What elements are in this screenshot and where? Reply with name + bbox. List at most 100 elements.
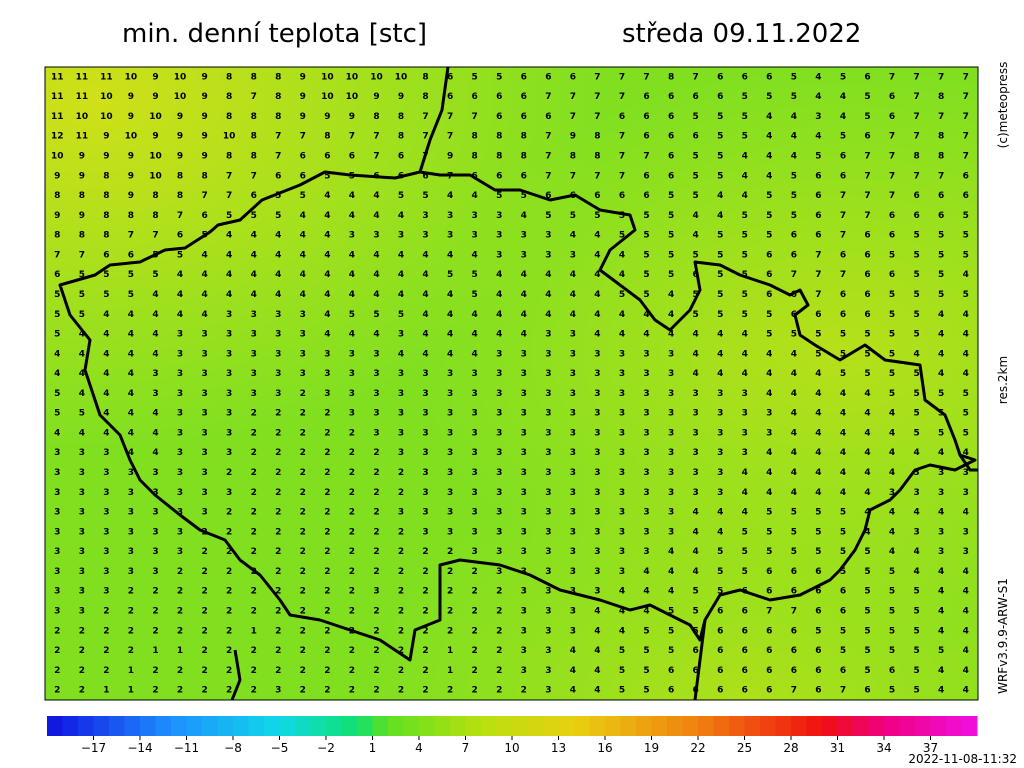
grid-value: 4 xyxy=(864,409,870,419)
grid-value: 2 xyxy=(275,666,281,676)
grid-value: 1 xyxy=(177,646,183,656)
grid-value: 2 xyxy=(324,409,330,419)
grid-value: 4 xyxy=(594,686,600,696)
grid-value: 2 xyxy=(447,626,453,636)
grid-value: 2 xyxy=(373,646,379,656)
grid-value: 3 xyxy=(447,527,453,537)
grid-value: 7 xyxy=(913,132,919,142)
grid-value: 4 xyxy=(693,547,699,557)
grid-value: 4 xyxy=(668,310,674,320)
grid-value: 6 xyxy=(251,191,257,201)
grid-value: 3 xyxy=(668,409,674,419)
grid-value: 6 xyxy=(594,191,600,201)
grid-value: 3 xyxy=(398,409,404,419)
grid-value: 5 xyxy=(643,666,649,676)
grid-value: 10 xyxy=(174,72,187,82)
grid-value: 7 xyxy=(570,112,576,122)
grid-value: 3 xyxy=(226,310,232,320)
grid-value: 2 xyxy=(398,606,404,616)
grid-value: 4 xyxy=(300,231,306,241)
grid-value: 5 xyxy=(742,547,748,557)
grid-value: 6 xyxy=(963,171,969,181)
grid-value: 8 xyxy=(152,211,158,221)
grid-value: 7 xyxy=(152,231,158,241)
grid-value: 2 xyxy=(472,686,478,696)
grid-value: 2 xyxy=(496,666,502,676)
grid-value: 5 xyxy=(791,330,797,340)
grid-value: 4 xyxy=(619,587,625,597)
grid-value: 4 xyxy=(54,349,60,359)
grid-value: 6 xyxy=(324,152,330,162)
grid-value: 8 xyxy=(938,92,944,102)
grid-value: 8 xyxy=(422,72,428,82)
grid-value: 8 xyxy=(128,211,134,221)
grid-value: 4 xyxy=(324,211,330,221)
grid-value: 7 xyxy=(889,72,895,82)
grid-value: 4 xyxy=(938,606,944,616)
grid-value: 5 xyxy=(791,508,797,518)
colorbar-segment xyxy=(884,716,900,736)
grid-value: 4 xyxy=(815,409,821,419)
grid-value: 5 xyxy=(913,290,919,300)
grid-value: 6 xyxy=(54,270,60,280)
grid-value: 3 xyxy=(938,468,944,478)
grid-value: 3 xyxy=(619,547,625,557)
grid-value: 3 xyxy=(521,626,527,636)
grid-value: 3 xyxy=(643,369,649,379)
grid-value: 8 xyxy=(103,211,109,221)
grid-value: 9 xyxy=(373,92,379,102)
colorbar-segment xyxy=(589,716,606,736)
grid-value: 4 xyxy=(864,389,870,399)
grid-value: 2 xyxy=(251,527,257,537)
grid-value: 2 xyxy=(251,587,257,597)
grid-value: 3 xyxy=(570,428,576,438)
colorbar-segment xyxy=(279,716,296,736)
grid-value: 2 xyxy=(226,508,232,518)
grid-value: 3 xyxy=(79,547,85,557)
grid-value: 2 xyxy=(422,666,428,676)
grid-value: 3 xyxy=(717,448,723,458)
grid-value: 8 xyxy=(422,92,428,102)
grid-value: 9 xyxy=(398,92,404,102)
colorbar-tick-label: 28 xyxy=(783,741,798,755)
grid-value: 3 xyxy=(742,448,748,458)
grid-value: 3 xyxy=(668,349,674,359)
grid-value: 2 xyxy=(226,567,232,577)
grid-value: 4 xyxy=(152,448,158,458)
colorbar-tick-label: −17 xyxy=(81,741,106,755)
grid-value: 6 xyxy=(889,211,895,221)
grid-value: 3 xyxy=(496,547,502,557)
grid-value: 6 xyxy=(889,231,895,241)
grid-value: 4 xyxy=(79,389,85,399)
grid-value: 2 xyxy=(496,606,502,616)
grid-value: 4 xyxy=(79,330,85,340)
grid-value: 2 xyxy=(201,646,207,656)
grid-value: 5 xyxy=(840,508,846,518)
grid-value: 3 xyxy=(619,349,625,359)
colorbar-segment xyxy=(682,716,699,736)
grid-value: 5 xyxy=(717,250,723,260)
grid-value: 6 xyxy=(864,686,870,696)
grid-value: 3 xyxy=(545,488,551,498)
grid-value: 5 xyxy=(447,270,453,280)
grid-value: 4 xyxy=(152,310,158,320)
grid-value: 3 xyxy=(668,527,674,537)
grid-value: 8 xyxy=(275,92,281,102)
grid-value: 3 xyxy=(717,409,723,419)
colorbar-segment xyxy=(698,716,714,736)
grid-value: 2 xyxy=(300,666,306,676)
grid-value: 2 xyxy=(324,587,330,597)
grid-value: 8 xyxy=(521,152,527,162)
grid-value: 4 xyxy=(693,508,699,518)
grid-value: 3 xyxy=(643,389,649,399)
grid-value: 7 xyxy=(938,112,944,122)
grid-value: 4 xyxy=(643,606,649,616)
grid-value: 3 xyxy=(177,330,183,340)
colorbar-segment xyxy=(341,716,358,736)
grid-value: 8 xyxy=(79,231,85,241)
grid-value: 4 xyxy=(545,290,551,300)
grid-value: 3 xyxy=(668,448,674,458)
colorbar-segment xyxy=(326,716,342,736)
grid-value: 4 xyxy=(103,330,109,340)
grid-value: 5 xyxy=(766,330,772,340)
